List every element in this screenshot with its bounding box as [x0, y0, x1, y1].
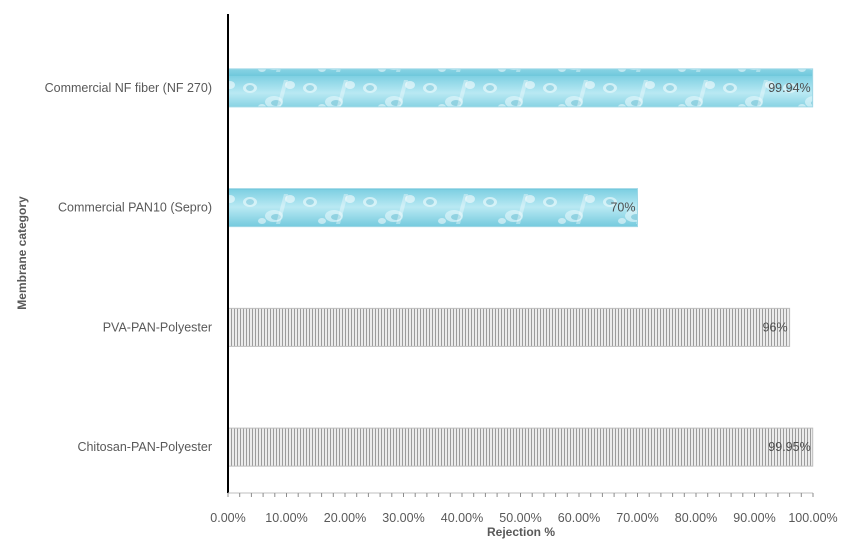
- data-label-1: 99.94%: [768, 81, 810, 95]
- data-label-2: 70%: [610, 201, 635, 215]
- data-label-3: 96%: [763, 320, 788, 334]
- x-tick-label: 20.00%: [324, 511, 366, 525]
- labels-layer: Commercial NF fiber (NF 270) 99.94% Commer…: [45, 81, 811, 454]
- x-tick-label: 30.00%: [382, 511, 424, 525]
- x-tick-label: 90.00%: [733, 511, 775, 525]
- x-tick-label: 50.00%: [499, 511, 541, 525]
- category-label-2: Commercial PAN10 (Sepro): [58, 201, 212, 215]
- x-tick-label: 0.00%: [210, 511, 245, 525]
- category-label-1: Commercial NF fiber (NF 270): [45, 81, 212, 95]
- data-label-4: 99.95%: [768, 440, 810, 454]
- x-tick-label: 40.00%: [441, 511, 483, 525]
- category-label-3: PVA-PAN-Polyester: [103, 320, 212, 334]
- bars-layer: [227, 68, 814, 467]
- x-axis-title: Rejection %: [487, 525, 555, 539]
- x-tick-label: 70.00%: [616, 511, 658, 525]
- axes-layer: 0.00% 10.00% 20.00% 30.00% 40.00% 50.00% 60.00…: [210, 14, 838, 525]
- bar-2: [227, 188, 638, 228]
- bar-3: [227, 307, 791, 347]
- x-tick-label: 100.00%: [788, 511, 837, 525]
- y-axis-title: Membrane category: [15, 196, 29, 310]
- x-tick-label: 80.00%: [675, 511, 717, 525]
- bar-4: [227, 427, 814, 467]
- category-label-4: Chitosan-PAN-Polyester: [77, 440, 212, 454]
- x-tick-label: 60.00%: [558, 511, 600, 525]
- x-tick-label: 10.00%: [265, 511, 307, 525]
- bar-1: [227, 68, 814, 108]
